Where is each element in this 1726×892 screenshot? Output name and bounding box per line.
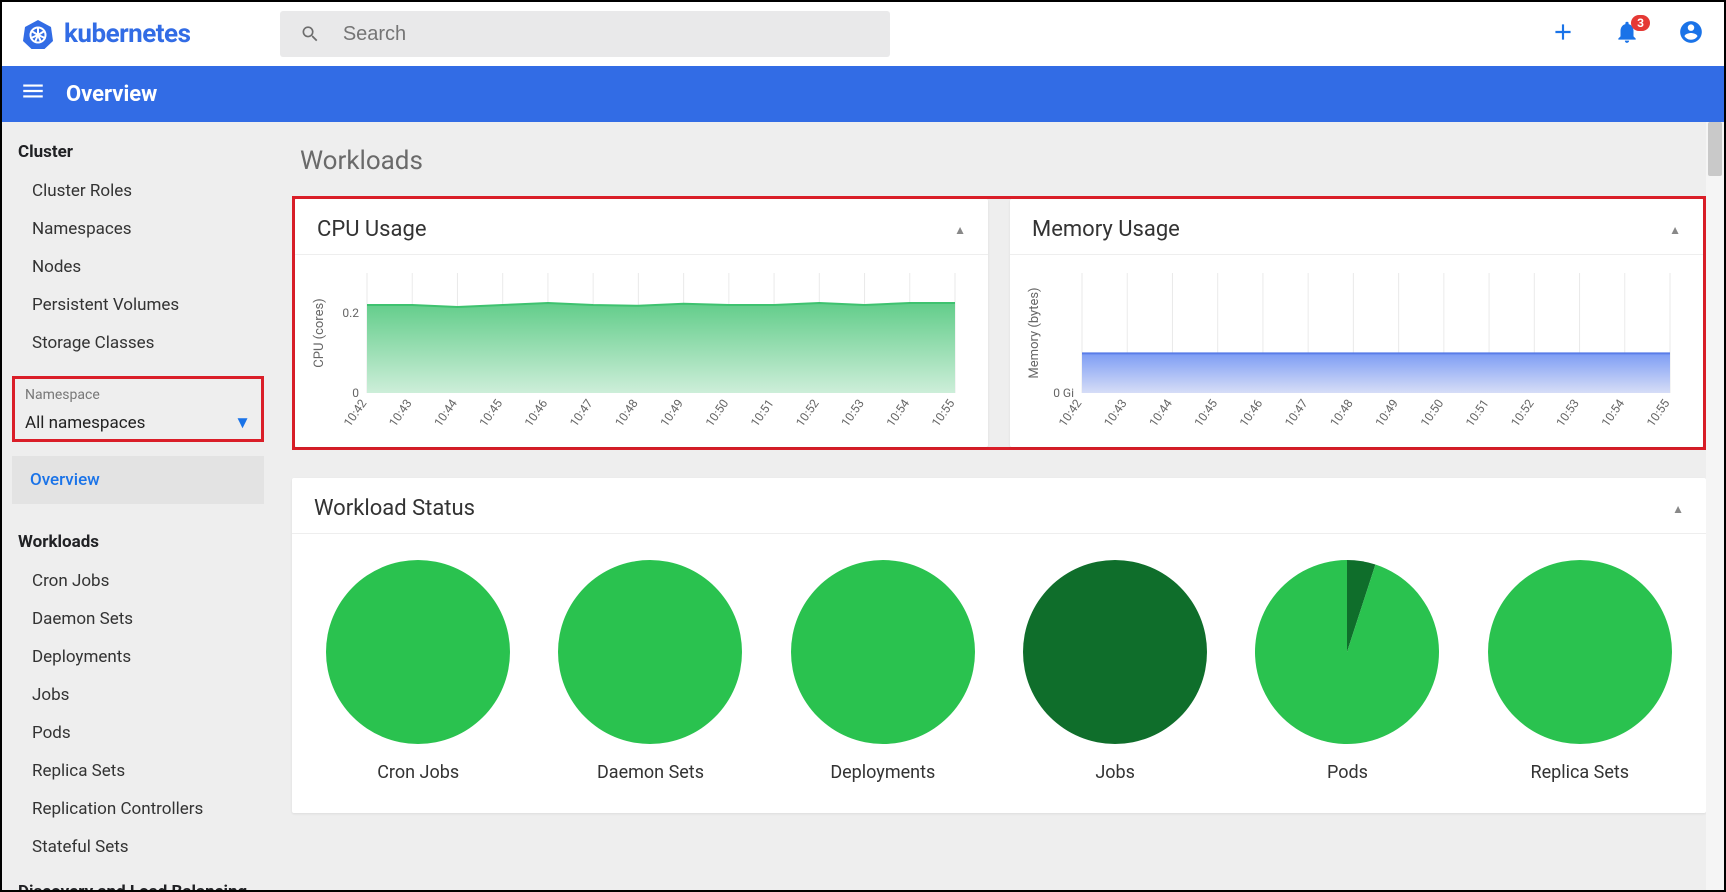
svg-text:10:53: 10:53 — [838, 397, 867, 430]
sidebar-item[interactable]: Cron Jobs — [2, 562, 274, 600]
svg-text:10:50: 10:50 — [1418, 396, 1447, 429]
svg-text:10:42: 10:42 — [1056, 396, 1085, 429]
cpu-card-title: CPU Usage — [317, 217, 427, 242]
workload-status-card: Workload Status ▲ Cron Jobs Daemon Sets De… — [292, 478, 1706, 813]
svg-text:CPU (cores): CPU (cores) — [312, 298, 327, 367]
svg-text:Memory (bytes): Memory (bytes) — [1027, 287, 1042, 378]
svg-text:0.2: 0.2 — [342, 306, 359, 320]
workload-pie: Daemon Sets — [558, 560, 742, 783]
svg-text:10:48: 10:48 — [612, 396, 641, 429]
main-content: Workloads CPU Usage ▲ 00.2CPU (cores)10:… — [274, 122, 1724, 890]
page-title: Workloads — [300, 146, 1706, 176]
svg-text:10:47: 10:47 — [567, 396, 596, 429]
pie-label: Daemon Sets — [558, 762, 742, 783]
hamburger-icon — [20, 78, 46, 104]
svg-text:10:45: 10:45 — [477, 396, 506, 429]
search-icon — [300, 23, 320, 45]
plus-icon — [1550, 19, 1576, 45]
mem-card-title: Memory Usage — [1032, 217, 1180, 242]
namespace-selector[interactable]: Namespace All namespaces ▼ — [12, 376, 264, 442]
sidebar-item[interactable]: Namespaces — [2, 210, 274, 248]
sidebar-heading-cluster[interactable]: Cluster — [2, 132, 274, 172]
svg-text:10:46: 10:46 — [1237, 396, 1266, 429]
pie-label: Replica Sets — [1488, 762, 1672, 783]
sidebar: Cluster Cluster RolesNamespacesNodesPers… — [2, 122, 274, 890]
svg-text:10:44: 10:44 — [431, 396, 460, 429]
sidebar-heading-workloads[interactable]: Workloads — [2, 522, 274, 562]
collapse-icon[interactable]: ▲ — [1669, 223, 1681, 237]
page-header-title: Overview — [66, 82, 157, 107]
brand-text: kubernetes — [64, 19, 190, 49]
sidebar-item[interactable]: Stateful Sets — [2, 828, 274, 866]
bluebar: Overview — [2, 66, 1724, 122]
usage-charts-row: CPU Usage ▲ 00.2CPU (cores)10:4210:4310:… — [292, 196, 1706, 450]
svg-text:10:45: 10:45 — [1192, 396, 1221, 429]
cpu-usage-chart: 00.2CPU (cores)10:4210:4310:4410:4510:46… — [305, 265, 965, 435]
svg-text:10:43: 10:43 — [386, 397, 415, 430]
pie-label: Jobs — [1023, 762, 1207, 783]
svg-text:10:49: 10:49 — [1372, 397, 1401, 430]
account-icon — [1678, 19, 1704, 45]
pie-label: Pods — [1255, 762, 1439, 783]
memory-usage-chart: 0 GiMemory (bytes)10:4210:4310:4410:4510… — [1020, 265, 1680, 435]
collapse-icon[interactable]: ▲ — [1672, 502, 1684, 516]
sidebar-item-overview[interactable]: Overview — [12, 456, 264, 504]
menu-button[interactable] — [20, 78, 46, 110]
svg-text:10:51: 10:51 — [748, 397, 777, 430]
account-button[interactable] — [1678, 19, 1704, 49]
namespace-label: Namespace — [25, 387, 251, 403]
svg-text:10:54: 10:54 — [884, 396, 913, 429]
workload-pie: Cron Jobs — [326, 560, 510, 783]
svg-text:10:43: 10:43 — [1101, 397, 1130, 430]
search-input[interactable] — [343, 23, 871, 46]
sidebar-item[interactable]: Storage Classes — [2, 324, 274, 362]
cpu-usage-card: CPU Usage ▲ 00.2CPU (cores)10:4210:4310:… — [295, 199, 988, 447]
sidebar-item[interactable]: Pods — [2, 714, 274, 752]
svg-text:10:51: 10:51 — [1463, 397, 1492, 430]
sidebar-item[interactable]: Jobs — [2, 676, 274, 714]
svg-text:10:54: 10:54 — [1599, 396, 1628, 429]
sidebar-heading-discovery[interactable]: Discovery and Load Balancing — [2, 866, 274, 890]
memory-usage-card: Memory Usage ▲ 0 GiMemory (bytes)10:4210… — [1010, 199, 1703, 447]
svg-text:10:52: 10:52 — [793, 396, 822, 429]
collapse-icon[interactable]: ▲ — [954, 223, 966, 237]
namespace-value: All namespaces — [25, 413, 145, 433]
svg-text:10:49: 10:49 — [657, 397, 686, 430]
svg-text:10:50: 10:50 — [703, 396, 732, 429]
create-button[interactable] — [1550, 19, 1576, 49]
svg-text:10:55: 10:55 — [929, 396, 958, 429]
sidebar-item[interactable]: Replica Sets — [2, 752, 274, 790]
sidebar-item[interactable]: Cluster Roles — [2, 172, 274, 210]
kubernetes-logo-icon — [22, 18, 54, 50]
search-box[interactable] — [280, 11, 890, 57]
svg-text:10:48: 10:48 — [1327, 396, 1356, 429]
workload-pie: Pods — [1255, 560, 1439, 783]
workload-pie: Replica Sets — [1488, 560, 1672, 783]
sidebar-item[interactable]: Nodes — [2, 248, 274, 286]
pie-label: Cron Jobs — [326, 762, 510, 783]
svg-text:10:55: 10:55 — [1644, 396, 1673, 429]
svg-text:10:53: 10:53 — [1553, 397, 1582, 430]
vertical-scrollbar[interactable] — [1706, 122, 1724, 890]
svg-text:10:46: 10:46 — [522, 396, 551, 429]
caret-down-icon: ▼ — [234, 413, 251, 433]
sidebar-item[interactable]: Replication Controllers — [2, 790, 274, 828]
workload-pie: Jobs — [1023, 560, 1207, 783]
notification-badge: 3 — [1631, 15, 1650, 31]
status-card-title: Workload Status — [314, 496, 475, 521]
svg-text:10:44: 10:44 — [1146, 396, 1175, 429]
sidebar-item[interactable]: Daemon Sets — [2, 600, 274, 638]
svg-text:10:47: 10:47 — [1282, 396, 1311, 429]
workload-pie: Deployments — [791, 560, 975, 783]
svg-text:10:52: 10:52 — [1508, 396, 1537, 429]
topbar: kubernetes 3 — [2, 2, 1724, 66]
notifications-button[interactable]: 3 — [1614, 19, 1640, 49]
logo[interactable]: kubernetes — [22, 18, 190, 50]
sidebar-item[interactable]: Deployments — [2, 638, 274, 676]
svg-text:10:42: 10:42 — [341, 396, 370, 429]
sidebar-item[interactable]: Persistent Volumes — [2, 286, 274, 324]
pie-label: Deployments — [791, 762, 975, 783]
